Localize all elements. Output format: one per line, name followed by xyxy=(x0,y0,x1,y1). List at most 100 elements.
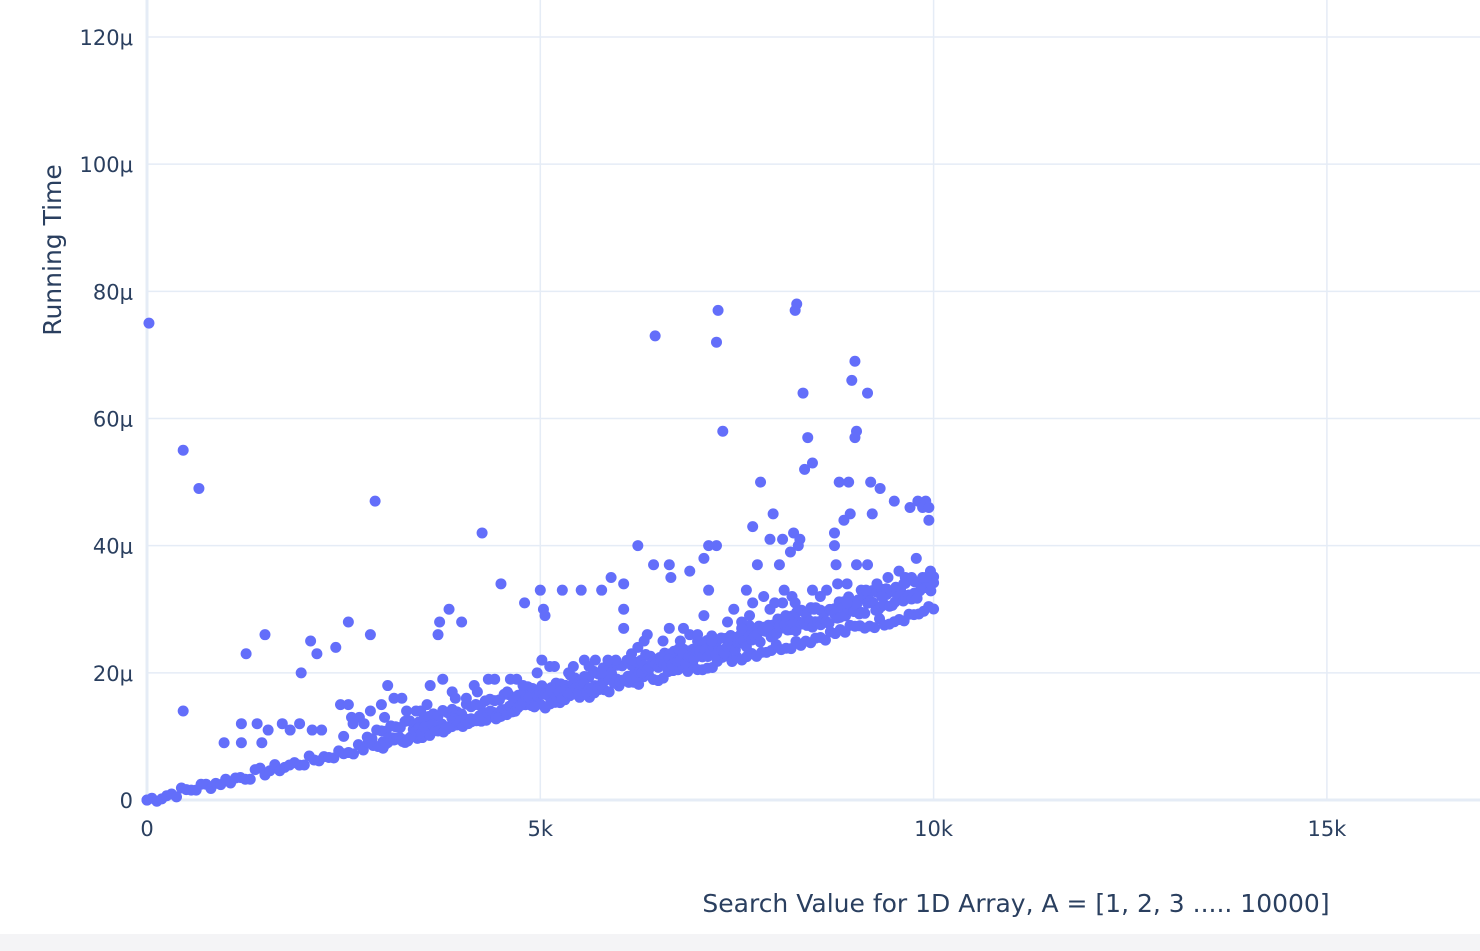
y-tick-label: 60μ xyxy=(93,408,133,432)
data-point xyxy=(698,610,710,622)
data-point xyxy=(235,737,247,749)
data-point xyxy=(910,552,922,564)
data-point xyxy=(294,718,306,730)
y-axis-title: Running Time xyxy=(38,164,67,336)
x-tick-label: 10k xyxy=(914,817,954,841)
data-point xyxy=(710,540,722,552)
data-point xyxy=(823,618,835,630)
data-point xyxy=(849,355,861,367)
data-point xyxy=(773,559,785,571)
data-point xyxy=(777,533,789,545)
data-point xyxy=(906,571,918,583)
data-point xyxy=(335,699,347,711)
data-point xyxy=(567,660,579,672)
data-point xyxy=(338,730,350,742)
data-point xyxy=(860,584,872,596)
x-tick-label: 15k xyxy=(1307,817,1347,841)
data-point xyxy=(534,584,546,596)
data-point xyxy=(544,660,556,672)
data-point xyxy=(677,622,689,634)
data-point xyxy=(784,546,796,558)
data-point xyxy=(843,476,855,488)
data-point xyxy=(778,584,790,596)
data-point xyxy=(866,508,878,520)
data-point xyxy=(256,737,268,749)
data-point xyxy=(722,616,734,628)
y-tick-label: 20μ xyxy=(93,662,133,686)
y-tick-label: 100μ xyxy=(80,153,133,177)
data-point xyxy=(388,692,400,704)
data-point xyxy=(618,603,630,615)
data-point xyxy=(698,552,710,564)
data-point xyxy=(295,667,307,679)
axis-ticks: 0 20μ 40μ 60μ 80μ 100μ 120μ 0 5k 10k 15k xyxy=(80,26,1348,841)
data-point xyxy=(663,559,675,571)
data-point xyxy=(284,724,296,736)
data-point xyxy=(665,571,677,583)
data-point xyxy=(797,387,809,399)
data-point xyxy=(298,759,310,771)
data-point xyxy=(767,508,779,520)
data-point xyxy=(744,610,756,622)
data-point xyxy=(920,571,932,583)
data-point xyxy=(769,597,781,609)
data-point xyxy=(788,527,800,539)
data-point xyxy=(712,304,724,316)
data-point xyxy=(141,794,153,806)
data-point xyxy=(476,527,488,539)
data-point xyxy=(143,317,155,329)
data-point xyxy=(262,724,274,736)
data-point xyxy=(603,686,615,698)
data-point xyxy=(531,667,543,679)
y-tick-label: 0 xyxy=(120,789,133,813)
data-point xyxy=(648,559,660,571)
data-point xyxy=(888,495,900,507)
data-point xyxy=(710,336,722,348)
data-point xyxy=(575,584,587,596)
data-point xyxy=(632,540,644,552)
data-point xyxy=(366,733,378,745)
data-point xyxy=(838,514,850,526)
data-point xyxy=(306,724,318,736)
data-point xyxy=(421,699,433,711)
data-point xyxy=(379,711,391,723)
data-point xyxy=(501,686,513,698)
data-point xyxy=(528,701,540,713)
data-point xyxy=(755,476,767,488)
data-point xyxy=(747,597,759,609)
data-point xyxy=(434,616,446,628)
data-point xyxy=(382,680,394,692)
data-point xyxy=(649,330,661,342)
data-point xyxy=(728,603,740,615)
data-point xyxy=(364,629,376,641)
data-point xyxy=(602,654,614,666)
data-point xyxy=(841,578,853,590)
data-point xyxy=(596,584,608,596)
data-point xyxy=(316,724,328,736)
data-point xyxy=(814,591,826,603)
data-point xyxy=(432,629,444,641)
data-point xyxy=(347,748,359,760)
data-point xyxy=(240,648,252,660)
data-point xyxy=(830,559,842,571)
data-point xyxy=(519,597,531,609)
data-point xyxy=(396,692,408,704)
data-point xyxy=(342,699,354,711)
data-point xyxy=(235,718,247,730)
data-point xyxy=(596,667,608,679)
data-point xyxy=(342,616,354,628)
data-point xyxy=(819,634,831,646)
data-point xyxy=(923,502,935,514)
data-point xyxy=(539,610,551,622)
data-point xyxy=(808,603,820,615)
x-tick-label: 0 xyxy=(140,817,153,841)
data-point xyxy=(758,591,770,603)
data-point xyxy=(717,425,729,437)
data-point xyxy=(851,559,863,571)
data-point xyxy=(471,686,483,698)
data-point xyxy=(504,673,516,685)
data-point xyxy=(833,476,845,488)
data-point xyxy=(410,705,422,717)
data-points xyxy=(141,298,940,807)
data-point xyxy=(904,502,916,514)
